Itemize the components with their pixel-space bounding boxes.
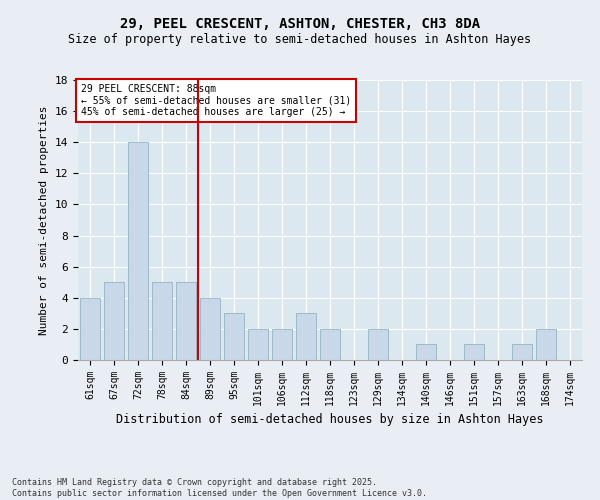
Text: Size of property relative to semi-detached houses in Ashton Hayes: Size of property relative to semi-detach… <box>68 32 532 46</box>
Bar <box>248 329 268 360</box>
Text: 29, PEEL CRESCENT, ASHTON, CHESTER, CH3 8DA: 29, PEEL CRESCENT, ASHTON, CHESTER, CH3 … <box>120 18 480 32</box>
Y-axis label: Number of semi-detached properties: Number of semi-detached properties <box>39 106 49 335</box>
Text: 29 PEEL CRESCENT: 88sqm
← 55% of semi-detached houses are smaller (31)
45% of se: 29 PEEL CRESCENT: 88sqm ← 55% of semi-de… <box>80 84 351 117</box>
Bar <box>536 329 556 360</box>
X-axis label: Distribution of semi-detached houses by size in Ashton Hayes: Distribution of semi-detached houses by … <box>116 414 544 426</box>
Bar <box>512 344 532 360</box>
Bar <box>272 329 292 360</box>
Bar <box>80 298 100 360</box>
Bar <box>296 314 316 360</box>
Bar <box>104 282 124 360</box>
Bar <box>200 298 220 360</box>
Bar <box>224 314 244 360</box>
Text: Contains HM Land Registry data © Crown copyright and database right 2025.
Contai: Contains HM Land Registry data © Crown c… <box>12 478 427 498</box>
Bar <box>368 329 388 360</box>
Bar <box>176 282 196 360</box>
Bar <box>464 344 484 360</box>
Bar <box>320 329 340 360</box>
Bar <box>152 282 172 360</box>
Bar <box>416 344 436 360</box>
Bar <box>128 142 148 360</box>
